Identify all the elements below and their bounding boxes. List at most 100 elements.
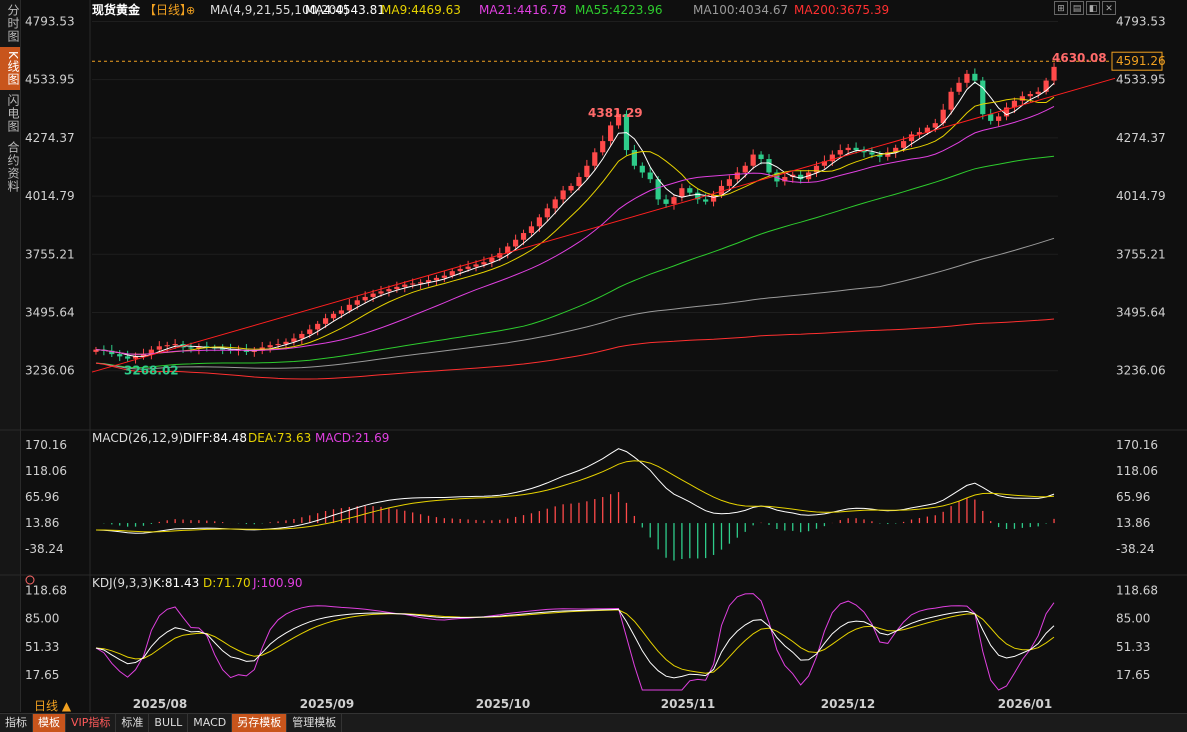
bottom-toolbar: 指标 模板 VIP指标 标准 BULL MACD 另存模板 管理模板 xyxy=(0,713,1187,732)
candle-body xyxy=(322,318,329,324)
candle-body xyxy=(790,174,796,177)
ma-value: MA100:4034.67 xyxy=(693,3,788,17)
candle-body xyxy=(417,282,424,284)
ma-line-ma100 xyxy=(95,237,1055,370)
kdj-k-line xyxy=(95,608,1055,679)
price-tick-left: 4014.79 xyxy=(25,189,75,203)
candle-body xyxy=(679,188,685,198)
price-tick-left: 3236.06 xyxy=(25,364,75,378)
close-icon[interactable]: ✕ xyxy=(1102,1,1116,15)
ma-value: MA55:4223.96 xyxy=(575,3,663,17)
x-tick: 2025/11 xyxy=(661,697,715,711)
candle-body xyxy=(576,176,582,186)
candle-body xyxy=(972,73,978,81)
tab-timeshare[interactable]: 分时图 xyxy=(6,4,20,43)
candle-body xyxy=(457,268,463,272)
kdj-d: D:71.70 xyxy=(203,576,251,590)
kdj-d-line xyxy=(95,609,1055,674)
tab-indicator[interactable]: 指标 xyxy=(0,714,33,732)
candle-body xyxy=(671,197,677,204)
macd-tick-left: 65.96 xyxy=(25,490,59,504)
x-tick: 2025/10 xyxy=(476,697,530,711)
ma-line-ma55 xyxy=(95,155,1055,369)
candle-body xyxy=(560,190,566,200)
candle-body xyxy=(204,346,210,348)
candle-body xyxy=(845,147,851,151)
candle-body xyxy=(1035,91,1041,94)
candle-body xyxy=(980,80,986,115)
x-tick: 2025/12 xyxy=(821,697,875,711)
candle-body xyxy=(1019,96,1025,101)
candle-body xyxy=(125,356,131,359)
candle-body xyxy=(996,116,1002,121)
candle-body xyxy=(275,344,281,346)
candle-body xyxy=(988,114,994,121)
side-tab-bar: 分时图 K线图 闪电图 合约资料 xyxy=(0,0,21,712)
macd-dea: DEA:73.63 xyxy=(248,431,311,445)
candle-body xyxy=(505,246,511,254)
settings-icon[interactable]: ▤ xyxy=(1070,1,1084,15)
tab-contract-info[interactable]: 合约资料 xyxy=(6,140,20,193)
tab-manage-template[interactable]: 管理模板 xyxy=(287,714,343,732)
macd-tick-left: 13.86 xyxy=(25,516,59,530)
current-price-label: 4591.26 xyxy=(1116,54,1166,68)
price-tick-right: 3495.64 xyxy=(1116,305,1166,319)
candle-body xyxy=(600,141,606,153)
kdj-j: J:100.90 xyxy=(252,576,303,590)
tab-bull[interactable]: BULL xyxy=(149,714,189,732)
candle-body xyxy=(758,154,764,160)
candle-body xyxy=(837,150,843,155)
ma-line-ma200 xyxy=(95,318,1055,380)
candle-body xyxy=(718,185,725,195)
period-selector[interactable]: 日线 ▲ xyxy=(34,699,72,713)
candle-body xyxy=(188,347,194,349)
candle-body xyxy=(473,264,479,267)
candle-body xyxy=(1051,66,1057,81)
candle-body xyxy=(354,300,360,305)
price-tick-left: 4533.95 xyxy=(25,73,75,87)
price-tick-right: 4274.37 xyxy=(1116,131,1166,145)
candle-body xyxy=(900,141,907,148)
candle-body xyxy=(117,354,123,357)
tab-vip-indicator[interactable]: VIP指标 xyxy=(66,714,117,732)
candle-body xyxy=(798,174,804,180)
price-tick-left: 3495.64 xyxy=(25,305,75,319)
layout-icon[interactable]: ◧ xyxy=(1086,1,1100,15)
candle-body xyxy=(766,159,772,173)
macd-tick-right: -38.24 xyxy=(1116,542,1155,556)
candle-body xyxy=(615,113,622,126)
tab-standard[interactable]: 标准 xyxy=(116,714,150,732)
ma-line-ma4 xyxy=(95,81,1055,357)
candle-body xyxy=(782,176,788,182)
tab-save-template[interactable]: 另存模板 xyxy=(232,714,288,732)
candle-body xyxy=(1043,80,1049,92)
kdj-tick-left: 51.33 xyxy=(25,640,59,654)
expand-icon[interactable]: ⊞ xyxy=(1054,1,1068,15)
candle-body xyxy=(829,154,835,162)
candle-body xyxy=(307,329,313,334)
macd-tick-left: -38.24 xyxy=(25,542,64,556)
macd-diff-line xyxy=(95,448,1055,534)
instrument-name: 现货黄金 xyxy=(92,2,141,17)
ma-value: MA21:4416.78 xyxy=(479,3,567,17)
tab-macd[interactable]: MACD xyxy=(188,714,233,732)
candle-body xyxy=(932,123,938,128)
macd-tick-right: 13.86 xyxy=(1116,516,1150,530)
x-tick: 2025/08 xyxy=(133,697,187,711)
candle-body xyxy=(386,289,392,292)
tab-template[interactable]: 模板 xyxy=(33,714,66,732)
candle-body xyxy=(813,165,820,173)
ma-value: MA4:4543.81 xyxy=(305,3,385,17)
candle-body xyxy=(592,152,598,166)
candle-body xyxy=(1027,94,1033,97)
price-tick-left: 4793.53 xyxy=(25,14,75,28)
kline-chart[interactable]: 4793.53 4793.53 4533.95 4533.95 4274.37 4274.… xyxy=(0,0,1187,712)
ma-value: MA9:4469.63 xyxy=(381,3,461,17)
candle-body xyxy=(402,284,408,287)
candle-body xyxy=(695,192,701,200)
tab-kline[interactable]: K线图 xyxy=(0,47,20,90)
candle-body xyxy=(299,333,305,339)
x-tick: 2026/01 xyxy=(998,697,1052,711)
candle-body xyxy=(853,147,859,151)
tab-flash[interactable]: 闪电图 xyxy=(6,93,20,133)
